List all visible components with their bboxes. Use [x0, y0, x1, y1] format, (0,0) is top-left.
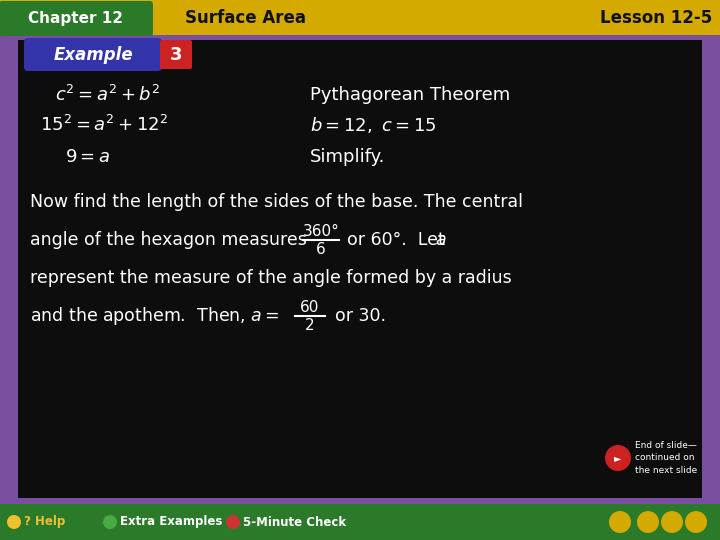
Text: Simplify.: Simplify. — [310, 148, 385, 166]
FancyBboxPatch shape — [0, 0, 720, 35]
Circle shape — [661, 511, 683, 533]
Text: represent the measure of the angle formed by a radius: represent the measure of the angle forme… — [30, 269, 512, 287]
Text: $c^2 = a^2 + b^2$: $c^2 = a^2 + b^2$ — [55, 85, 161, 105]
Text: Lesson 12-5: Lesson 12-5 — [600, 9, 712, 27]
Text: 5-Minute Check: 5-Minute Check — [243, 516, 346, 529]
Text: angle of the hexagon measures: angle of the hexagon measures — [30, 231, 307, 249]
Text: 2: 2 — [305, 318, 315, 333]
FancyBboxPatch shape — [18, 40, 702, 502]
Circle shape — [7, 515, 21, 529]
Text: or 60°.  Let: or 60°. Let — [347, 231, 450, 249]
Text: Chapter 12: Chapter 12 — [29, 10, 124, 25]
Text: End of slide—
continued on
the next slide: End of slide— continued on the next slid… — [635, 441, 697, 475]
FancyBboxPatch shape — [0, 498, 720, 504]
Text: and the apothem.  Then, $a =$: and the apothem. Then, $a =$ — [30, 305, 279, 327]
Circle shape — [605, 445, 631, 471]
Text: ? Help: ? Help — [24, 516, 66, 529]
Text: ►: ► — [614, 453, 622, 463]
Text: Pythagorean Theorem: Pythagorean Theorem — [310, 86, 510, 104]
Text: 6: 6 — [316, 241, 326, 256]
Text: $9 = a$: $9 = a$ — [65, 148, 110, 166]
Circle shape — [103, 515, 117, 529]
Text: Surface Area: Surface Area — [185, 9, 306, 27]
FancyBboxPatch shape — [0, 504, 720, 540]
FancyBboxPatch shape — [0, 1, 153, 36]
Circle shape — [226, 515, 240, 529]
Text: Example: Example — [53, 46, 132, 64]
Text: 3: 3 — [170, 46, 182, 64]
Circle shape — [685, 511, 707, 533]
Text: $15^2 = a^2 + 12^2$: $15^2 = a^2 + 12^2$ — [40, 115, 168, 135]
Text: $b = 12,\ c = 15$: $b = 12,\ c = 15$ — [310, 115, 437, 135]
Circle shape — [637, 511, 659, 533]
FancyBboxPatch shape — [160, 40, 192, 69]
Text: 360°: 360° — [302, 224, 339, 239]
FancyBboxPatch shape — [24, 38, 162, 71]
Text: $a$: $a$ — [435, 231, 446, 249]
Text: or 30.: or 30. — [335, 307, 386, 325]
Text: Extra Examples: Extra Examples — [120, 516, 222, 529]
Text: Now find the length of the sides of the base. The central: Now find the length of the sides of the … — [30, 193, 523, 211]
Circle shape — [609, 511, 631, 533]
Text: 60: 60 — [300, 300, 320, 314]
